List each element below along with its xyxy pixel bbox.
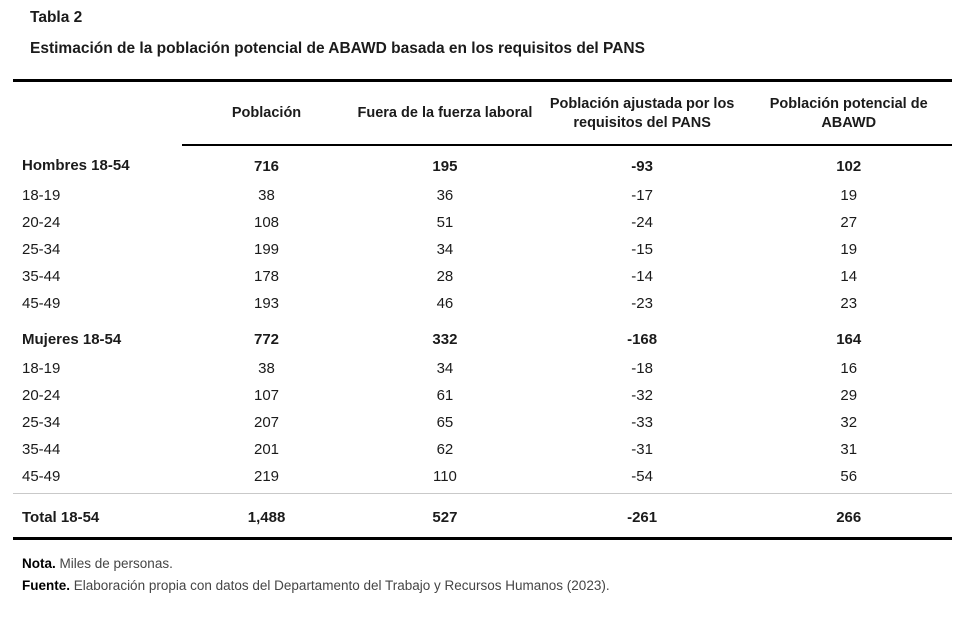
cell-potencial-abawd: 164 xyxy=(836,330,862,348)
cell-ajustada-pans: -32 xyxy=(631,386,653,404)
cell-fuera-fuerza: 61 xyxy=(436,386,454,404)
table-row: 35-44 201 62 -31 31 xyxy=(13,436,952,463)
row-label: 20-24 xyxy=(22,386,61,404)
cell-ajustada-pans: -54 xyxy=(631,467,653,485)
source-line: Fuente. Elaboración propia con datos del… xyxy=(22,575,978,597)
cell-potencial-abawd: 102 xyxy=(836,157,862,175)
cell-poblacion: 772 xyxy=(254,330,280,348)
cell-poblacion: 108 xyxy=(254,213,280,231)
row-label: 45-49 xyxy=(22,294,61,312)
header-row: Población Fuera de la fuerza laboral Pob… xyxy=(13,80,952,146)
cell-ajustada-pans: -23 xyxy=(631,294,653,312)
cell-fuera-fuerza: 195 xyxy=(432,157,458,175)
table-row: Mujeres 18-54 772 332 -168 164 xyxy=(13,317,952,355)
cell-fuera-fuerza: 34 xyxy=(436,240,454,258)
cell-fuera-fuerza: 46 xyxy=(436,294,454,312)
cell-poblacion: 219 xyxy=(254,467,280,485)
table-row: 18-19 38 34 -18 16 xyxy=(13,355,952,382)
header-poblacion: Población xyxy=(182,80,352,146)
cell-potencial-abawd: 19 xyxy=(840,240,858,258)
cell-potencial-abawd: 31 xyxy=(840,440,858,458)
cell-fuera-fuerza: 527 xyxy=(351,492,539,539)
cell-potencial-abawd: 56 xyxy=(840,467,858,485)
header-fuera-fuerza-laboral: Fuera de la fuerza laboral xyxy=(351,80,539,146)
row-label: 35-44 xyxy=(22,440,61,458)
row-label: 25-34 xyxy=(22,413,61,431)
table-row: 35-44 178 28 -14 14 xyxy=(13,263,952,290)
row-label: Total 18-54 xyxy=(13,492,183,539)
row-label: 18-19 xyxy=(22,359,61,377)
table-row: 25-34 207 65 -33 32 xyxy=(13,409,952,436)
cell-potencial-abawd: 32 xyxy=(840,413,858,431)
row-label: 45-49 xyxy=(22,467,61,485)
table-row: 25-34 199 34 -15 19 xyxy=(13,236,952,263)
header-poblacion-ajustada-pans: Población ajustada por los requisitos de… xyxy=(538,80,746,146)
cell-potencial-abawd: 19 xyxy=(840,186,858,204)
header-poblacion-potencial-abawd: Población potencial de ABAWD xyxy=(745,80,952,146)
note-label: Nota. xyxy=(22,555,56,571)
cell-ajustada-pans: -168 xyxy=(627,330,658,348)
cell-fuera-fuerza: 34 xyxy=(436,359,454,377)
table-row: 20-24 108 51 -24 27 xyxy=(13,209,952,236)
table-row: 45-49 219 110 -54 56 xyxy=(13,463,952,494)
cell-poblacion: 201 xyxy=(254,440,280,458)
cell-poblacion: 38 xyxy=(258,186,275,204)
source-label: Fuente. xyxy=(22,577,71,593)
note-line: Nota. Miles de personas. xyxy=(22,553,978,575)
cell-ajustada-pans: -24 xyxy=(631,213,653,231)
cell-potencial-abawd: 23 xyxy=(840,294,858,312)
cell-potencial-abawd: 27 xyxy=(840,213,858,231)
cell-poblacion: 178 xyxy=(254,267,280,285)
cell-fuera-fuerza: 332 xyxy=(432,330,458,348)
table-title: Estimación de la población potencial de … xyxy=(30,40,645,57)
table-number: Tabla 2 xyxy=(30,9,83,26)
row-label: Hombres 18-54 xyxy=(22,157,130,175)
cell-potencial-abawd: 14 xyxy=(840,267,858,285)
cell-fuera-fuerza: 51 xyxy=(436,213,454,231)
cell-poblacion: 207 xyxy=(254,413,280,431)
header-empty xyxy=(13,81,182,145)
cell-ajustada-pans: -17 xyxy=(631,186,653,204)
row-label: 18-19 xyxy=(22,186,61,204)
cell-ajustada-pans: -18 xyxy=(631,359,653,377)
row-label: Mujeres 18-54 xyxy=(22,330,122,348)
cell-potencial-abawd: 266 xyxy=(745,492,952,539)
notes-block: Nota. Miles de personas. Fuente. Elabora… xyxy=(22,553,978,598)
table-row: 18-19 38 36 -17 19 xyxy=(13,182,952,209)
title-block: Tabla 2 Estimación de la población poten… xyxy=(0,0,978,58)
cell-fuera-fuerza: 36 xyxy=(436,186,454,204)
cell-ajustada-pans: -31 xyxy=(631,440,653,458)
table-row: 45-49 193 46 -23 23 xyxy=(13,290,952,317)
cell-fuera-fuerza: 62 xyxy=(436,440,454,458)
note-text: Miles de personas. xyxy=(59,555,173,571)
table-row: Hombres 18-54 716 195 -93 102 xyxy=(13,145,952,182)
cell-ajustada-pans: -261 xyxy=(538,492,746,539)
cell-ajustada-pans: -15 xyxy=(631,240,653,258)
cell-fuera-fuerza: 110 xyxy=(432,467,457,485)
cell-ajustada-pans: -33 xyxy=(631,413,653,431)
cell-fuera-fuerza: 28 xyxy=(436,267,454,285)
cell-poblacion: 1,488 xyxy=(182,492,352,539)
cell-poblacion: 38 xyxy=(258,359,275,377)
cell-poblacion: 107 xyxy=(254,386,280,404)
cell-ajustada-pans: -14 xyxy=(631,267,653,285)
cell-potencial-abawd: 29 xyxy=(840,386,858,404)
table-row: 20-24 107 61 -32 29 xyxy=(13,382,952,409)
abawd-estimation-table: Población Fuera de la fuerza laboral Pob… xyxy=(13,79,952,540)
cell-poblacion: 716 xyxy=(254,157,280,175)
cell-ajustada-pans: -93 xyxy=(631,157,653,175)
row-label: 35-44 xyxy=(22,267,61,285)
cell-fuera-fuerza: 65 xyxy=(436,413,454,431)
table-row-total: Total 18-54 1,488 527 -261 266 xyxy=(13,492,952,539)
source-text: Elaboración propia con datos del Departa… xyxy=(73,577,610,593)
cell-poblacion: 193 xyxy=(254,294,280,312)
cell-poblacion: 199 xyxy=(254,240,280,258)
row-label: 25-34 xyxy=(22,240,61,258)
row-label: 20-24 xyxy=(22,213,61,231)
cell-potencial-abawd: 16 xyxy=(840,359,858,377)
